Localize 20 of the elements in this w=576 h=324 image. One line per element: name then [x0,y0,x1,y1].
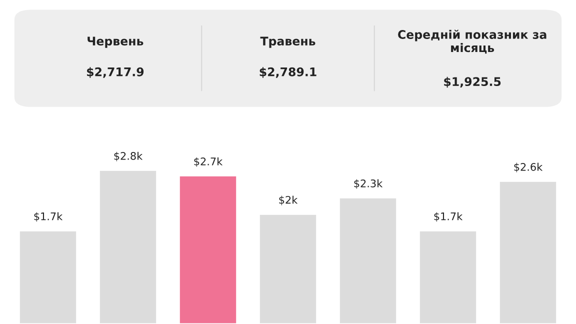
bar [258,213,318,324]
data-label: $2.7k [194,157,223,167]
bar [418,230,478,324]
bar [498,180,558,324]
text: $1,925.5 [444,76,501,88]
data-label: $2.6k [514,162,543,172]
text: Середній показник за місяць [398,30,546,54]
text: Травень [260,36,316,48]
data-label: $2.3k [354,179,383,189]
text: $2,789.1 [260,67,316,78]
data-label: $2.8k [114,152,143,162]
bar [338,197,398,324]
bar [98,170,158,324]
text: Червень [88,36,144,48]
bar [178,175,238,324]
data-label: $1.7k [34,212,63,222]
data-label: $2k [279,196,298,206]
data-label: $1.7k [434,212,463,222]
bar [18,230,78,324]
text: $2,717.9 [86,67,144,78]
